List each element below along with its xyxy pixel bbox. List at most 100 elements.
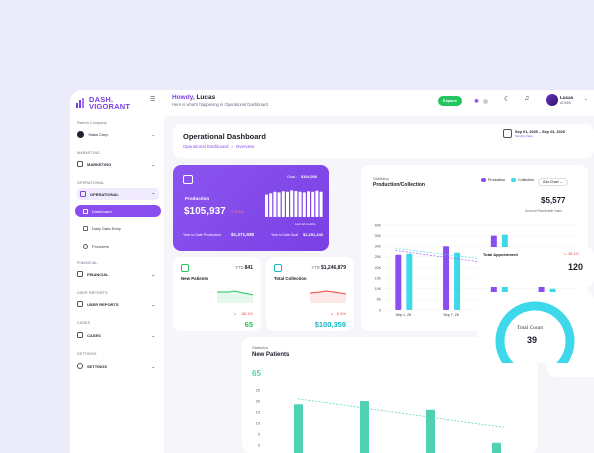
sidebar-item-label: FINANCIAL xyxy=(87,271,109,277)
sidebar-sub-label: Providers xyxy=(92,243,109,249)
brand-line-2: VIGORANT xyxy=(89,102,131,111)
total-collection-change: -0.4% xyxy=(335,311,346,316)
production-bar xyxy=(286,191,289,217)
y-tick-label: 30K xyxy=(375,245,382,249)
section-label-financial: FINANCIAL xyxy=(77,261,98,265)
company-label: Switch Company xyxy=(77,121,107,125)
users-icon xyxy=(181,264,189,272)
arrow-down-icon: ↘ xyxy=(233,311,237,316)
wallet-icon xyxy=(274,264,282,272)
document-icon xyxy=(83,225,88,231)
y-tick-label: 15 xyxy=(256,410,260,414)
toggle-knob xyxy=(483,98,489,104)
sidebar-item-label: CASES xyxy=(87,332,101,338)
users-icon xyxy=(83,243,88,249)
production-label: Production xyxy=(185,196,210,201)
company-selector[interactable]: Yalan Corp. ⌄ xyxy=(77,128,159,140)
y-tick-label: 10 xyxy=(256,421,260,425)
explore-button[interactable]: Explore xyxy=(438,96,462,106)
new-patients-sparkline xyxy=(217,290,254,303)
page-title: Operational Dashboard xyxy=(183,132,266,141)
moon-icon[interactable]: ☾ xyxy=(504,96,511,103)
chevron-up-icon: ⌃ xyxy=(151,192,155,197)
trend-line-new-patients xyxy=(297,398,505,428)
dashboard-icon xyxy=(83,208,88,214)
sidebar-item-providers[interactable]: Providers xyxy=(75,240,161,252)
breadcrumb-root[interactable]: Operational Dashboard xyxy=(183,144,229,149)
x-tick-label: Sep 7, 25 xyxy=(443,313,458,317)
brand-logo[interactable]: DASH. VIGORANT xyxy=(76,96,130,110)
bar-new-patients xyxy=(360,401,369,453)
sidebar-item-operational[interactable]: OPERATIONAL ⌃ xyxy=(77,188,159,200)
ytd-value: 841 xyxy=(244,265,253,271)
page-header-card: Operational Dashboard Operational Dashbo… xyxy=(173,124,594,158)
new-patients-card: New Patients YTD 841 ↘ -36.1% 65 xyxy=(173,257,261,331)
sun-icon: ✺ xyxy=(474,98,480,105)
production-bar xyxy=(302,192,306,217)
gear-icon xyxy=(77,363,83,369)
ytd-production-value: $1,371,938 xyxy=(231,232,254,237)
chart-type-select[interactable]: Bar Chart ⌄ xyxy=(538,178,568,186)
production-bar xyxy=(298,191,302,217)
sidebar-item-settings[interactable]: SETTINGS ⌄ xyxy=(77,360,159,372)
bar-new-patients xyxy=(492,442,501,453)
breadcrumb-current[interactable]: Overview xyxy=(235,144,255,149)
collapse-sidebar-icon[interactable]: ☰ xyxy=(150,97,156,103)
legend-label: Collection xyxy=(518,178,534,182)
bar-new-patients xyxy=(426,409,435,453)
greeting: Howdy, Lucas xyxy=(172,94,215,101)
y-tick-label: 0 xyxy=(379,308,381,312)
chevron-down-icon[interactable]: ⌄ xyxy=(584,96,588,101)
date-range-picker[interactable]: Sep 01, 2025 – Sep 23, 2025 Monthly Date xyxy=(503,129,565,138)
theme-toggle[interactable]: ✺ xyxy=(474,97,494,105)
company-avatar xyxy=(77,130,84,138)
sidebar-item-daily-data-entry[interactable]: Daily Data Entry xyxy=(75,222,161,234)
total-collection-title: Total Collection xyxy=(274,276,307,281)
sidebar-item-label: MARKETING xyxy=(87,161,112,167)
ytd-goal-label: Year to Date Goal xyxy=(271,233,298,237)
ar-value: $5,577 xyxy=(541,196,566,205)
total-collection-ytd: YTD $1,246,879 xyxy=(311,265,346,271)
y-tick-label: 40K xyxy=(375,223,382,227)
appointment-value: 120 xyxy=(568,262,584,272)
production-bar xyxy=(277,192,281,217)
sidebar-item-label: OPERATIONAL xyxy=(90,191,119,197)
production-bar xyxy=(290,190,294,217)
production-bars xyxy=(265,190,323,217)
bell-icon[interactable]: ♫ xyxy=(524,95,530,102)
ytd-label: YTD xyxy=(235,265,244,270)
new-patients-value: 65 xyxy=(244,320,253,329)
y-tick-label: 35K xyxy=(375,234,382,238)
chevron-down-icon: ⌄ xyxy=(151,333,155,338)
donut-hole xyxy=(505,311,565,363)
production-change: ↗ 6.4% xyxy=(230,209,244,214)
y-tick-label: 5 xyxy=(258,432,260,436)
sidebar-item-label: USER REPORTS xyxy=(87,301,119,307)
trend-line-production xyxy=(395,250,553,273)
section-label-user-reports: USER REPORTS xyxy=(77,291,108,295)
sidebar-item-user-reports[interactable]: USER REPORTS ⌄ xyxy=(77,298,159,310)
donut-ring xyxy=(495,301,575,363)
sidebar-item-marketing[interactable]: MARKETING ⌄ xyxy=(77,158,159,170)
total-collection-sparkline xyxy=(309,290,347,303)
sidebar-item-cases[interactable]: CASES ⌄ xyxy=(77,329,159,341)
reports-icon xyxy=(77,301,83,307)
legend-collection: Collection xyxy=(511,178,534,183)
financial-icon xyxy=(77,271,83,277)
chevron-down-icon: ⌄ xyxy=(151,162,155,167)
total-count-value: 39 xyxy=(527,335,538,345)
bar-collection xyxy=(406,253,413,310)
sidebar-item-dashboard[interactable]: Dashboard xyxy=(75,205,161,217)
total-count-donut xyxy=(495,301,575,363)
production-value: $105,937 xyxy=(184,206,226,217)
greeting-prefix: Howdy, xyxy=(172,94,195,101)
top-header: ☰ Howdy, Lucas Here is what's happening … xyxy=(150,90,594,116)
breadcrumb-separator-icon: › xyxy=(231,144,233,149)
avatar[interactable] xyxy=(546,94,558,106)
production-bar xyxy=(307,191,310,217)
total-count-label: Total Count xyxy=(517,325,544,331)
sidebar-item-financial[interactable]: FINANCIAL ⌄ xyxy=(77,268,159,280)
appointment-card-full: Total Appointment ↘ -38.1% 120 xyxy=(477,247,594,287)
arrow-down-icon: ↘ xyxy=(330,311,334,316)
production-card: Production Goal : $104,000 $105,937 ↗ 6.… xyxy=(173,165,329,251)
